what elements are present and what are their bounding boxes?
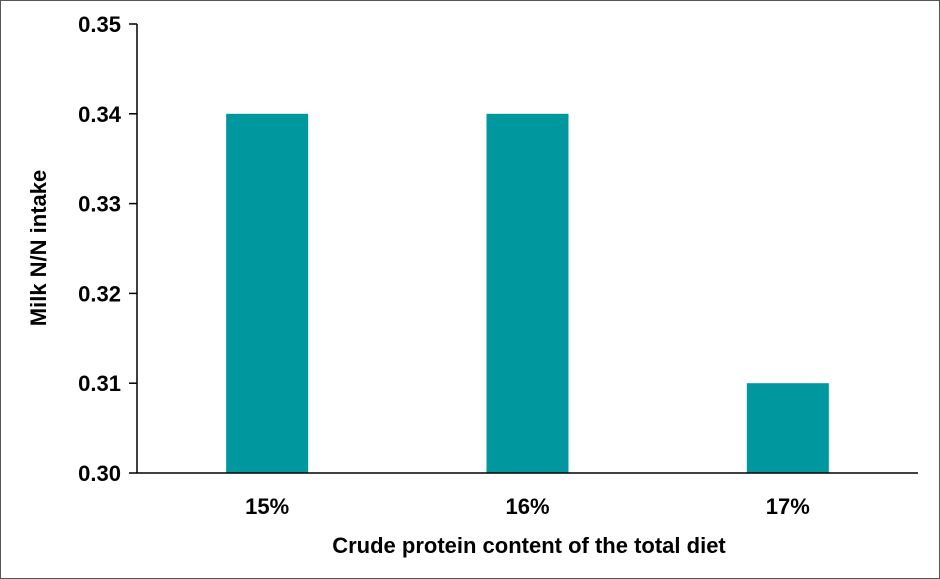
x-axis-labels: 15% 16% 17%	[245, 494, 810, 519]
bar-1	[226, 113, 309, 474]
y-axis-ticks: 0.30 0.31 0.32 0.33 0.34 0.35	[78, 12, 137, 486]
y-tick-label: 0.32	[78, 281, 121, 306]
bar-2	[486, 113, 569, 474]
bar-3	[746, 383, 829, 473]
x-category-label: 17%	[766, 494, 810, 519]
y-tick-label: 0.34	[78, 102, 122, 127]
x-category-label: 15%	[245, 494, 289, 519]
x-category-label: 16%	[505, 494, 549, 519]
y-tick-label: 0.35	[78, 12, 121, 37]
y-axis-title: Milk N/N intake	[26, 170, 51, 326]
x-axis-title: Crude protein content of the total diet	[332, 533, 726, 558]
bars	[226, 113, 829, 474]
y-tick-label: 0.30	[78, 461, 121, 486]
y-tick-label: 0.33	[78, 192, 121, 217]
y-tick-label: 0.31	[78, 371, 121, 396]
